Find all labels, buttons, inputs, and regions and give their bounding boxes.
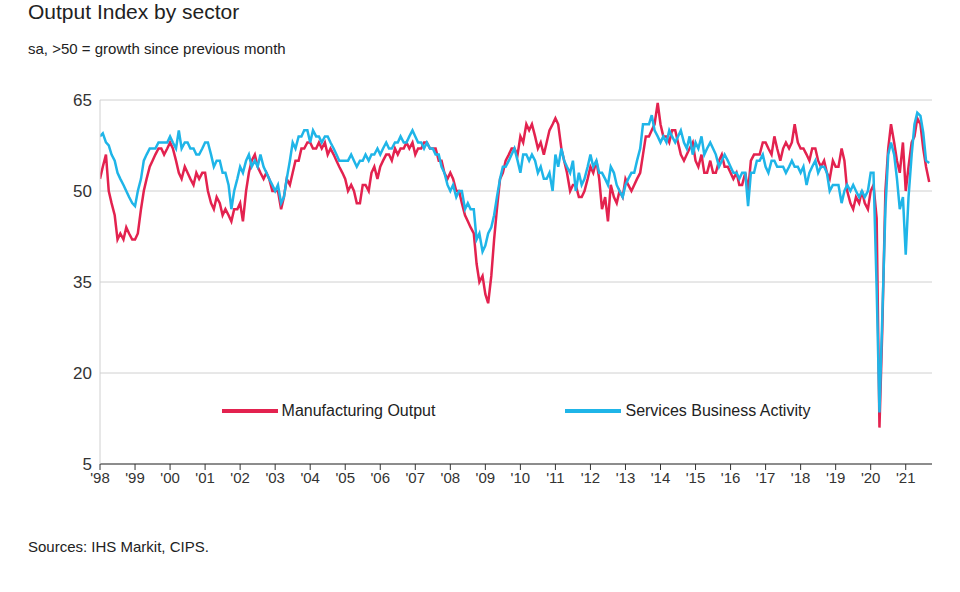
svg-text:'98: '98 bbox=[90, 469, 110, 486]
svg-text:'17: '17 bbox=[756, 469, 776, 486]
svg-text:'12: '12 bbox=[581, 469, 601, 486]
svg-text:'20: '20 bbox=[861, 469, 881, 486]
svg-text:'01: '01 bbox=[195, 469, 215, 486]
html-text:Sources: IHS Markit, CIPS.: Sources: IHS Markit, CIPS. bbox=[28, 538, 209, 555]
html-text:Manufacturing Output: Manufacturing Output bbox=[281, 402, 436, 419]
svg-text:'15: '15 bbox=[686, 469, 706, 486]
svg-text:'02: '02 bbox=[230, 469, 250, 486]
svg-text:'07: '07 bbox=[406, 469, 426, 486]
svg-text:'19: '19 bbox=[826, 469, 846, 486]
svg-text:'00: '00 bbox=[160, 469, 180, 486]
svg-text:'06: '06 bbox=[370, 469, 390, 486]
svg-text:35: 35 bbox=[73, 273, 92, 292]
svg-text:'16: '16 bbox=[721, 469, 741, 486]
html-text:sa, >50 = growth since previou: sa, >50 = growth since previous month bbox=[28, 40, 286, 57]
html-text:Output Index by sector: Output Index by sector bbox=[28, 0, 240, 23]
svg-text:'21: '21 bbox=[896, 469, 916, 486]
svg-text:'14: '14 bbox=[651, 469, 671, 486]
svg-text:50: 50 bbox=[73, 182, 92, 201]
svg-text:20: 20 bbox=[73, 364, 92, 383]
svg-text:65: 65 bbox=[73, 91, 92, 110]
svg-text:'05: '05 bbox=[335, 469, 355, 486]
svg-text:'99: '99 bbox=[125, 469, 145, 486]
svg-text:'09: '09 bbox=[476, 469, 496, 486]
svg-text:'03: '03 bbox=[265, 469, 285, 486]
svg-text:5: 5 bbox=[83, 455, 92, 474]
svg-text:'11: '11 bbox=[546, 469, 564, 486]
svg-text:'18: '18 bbox=[791, 469, 811, 486]
svg-text:'10: '10 bbox=[511, 469, 531, 486]
html-text:Services Business Activity: Services Business Activity bbox=[625, 402, 811, 419]
svg-text:'04: '04 bbox=[300, 469, 320, 486]
svg-text:'08: '08 bbox=[441, 469, 461, 486]
svg-text:'13: '13 bbox=[616, 469, 636, 486]
